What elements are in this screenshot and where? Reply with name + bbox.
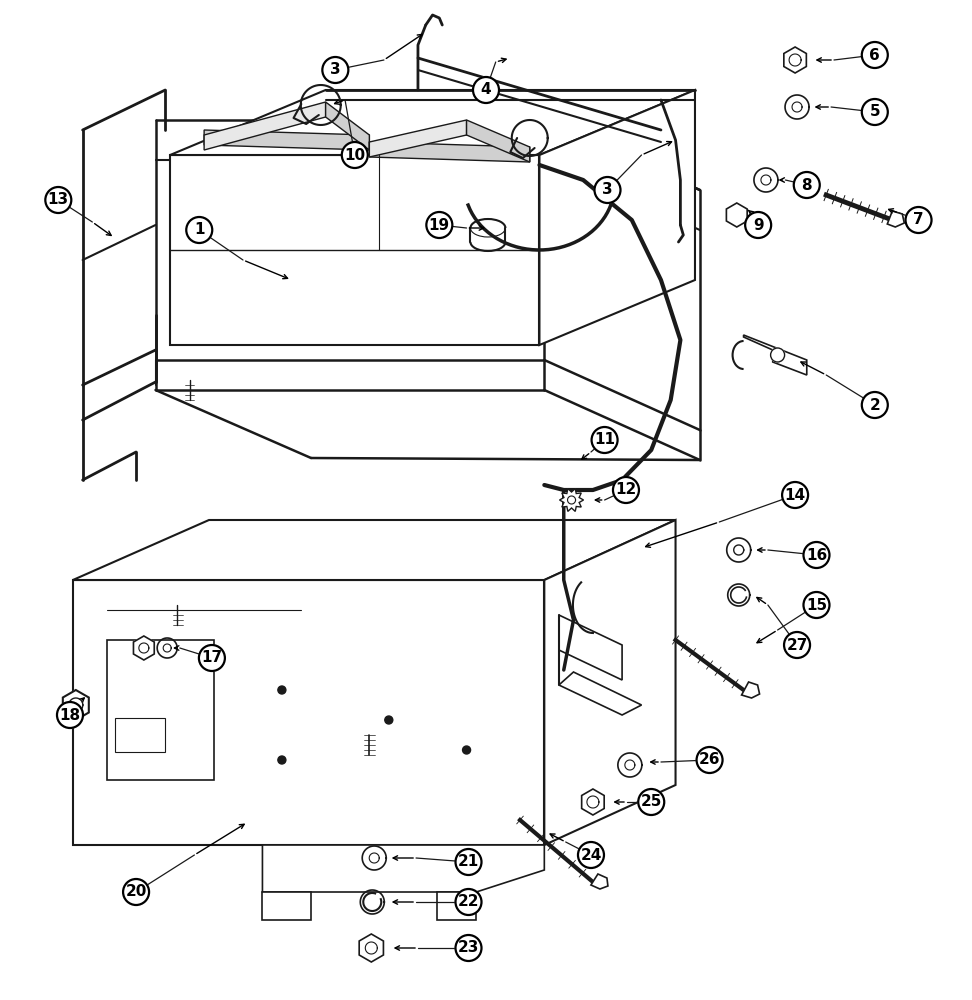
Circle shape: [804, 542, 829, 568]
Text: 1: 1: [194, 223, 204, 237]
Polygon shape: [559, 672, 642, 715]
Polygon shape: [107, 640, 214, 780]
Circle shape: [906, 207, 931, 233]
Circle shape: [323, 57, 348, 83]
Polygon shape: [73, 520, 676, 580]
Circle shape: [187, 217, 212, 243]
Polygon shape: [204, 130, 369, 150]
Text: 17: 17: [201, 650, 223, 666]
Circle shape: [123, 879, 149, 905]
Polygon shape: [369, 142, 530, 162]
Polygon shape: [559, 615, 622, 680]
Text: 19: 19: [429, 218, 450, 232]
Circle shape: [278, 686, 286, 694]
Polygon shape: [115, 718, 165, 752]
Text: 5: 5: [870, 104, 880, 119]
Text: 24: 24: [580, 848, 602, 862]
Text: 9: 9: [753, 218, 763, 232]
Polygon shape: [73, 580, 544, 845]
Text: 11: 11: [594, 432, 615, 448]
Text: 27: 27: [786, 638, 808, 652]
Polygon shape: [744, 335, 807, 375]
Text: 26: 26: [699, 752, 720, 768]
Circle shape: [456, 935, 481, 961]
Polygon shape: [560, 489, 583, 511]
Circle shape: [592, 427, 617, 453]
Text: 25: 25: [641, 794, 662, 810]
Circle shape: [862, 42, 887, 68]
Circle shape: [427, 212, 452, 238]
Circle shape: [57, 702, 83, 728]
Polygon shape: [170, 155, 539, 345]
Text: 4: 4: [481, 83, 491, 98]
Circle shape: [463, 746, 470, 754]
Circle shape: [46, 187, 71, 213]
Circle shape: [385, 716, 393, 724]
Circle shape: [794, 172, 819, 198]
Circle shape: [746, 212, 771, 238]
Text: 8: 8: [802, 178, 812, 192]
Circle shape: [613, 477, 639, 503]
Text: 23: 23: [458, 940, 479, 956]
Circle shape: [784, 632, 810, 658]
Circle shape: [862, 392, 887, 418]
Polygon shape: [369, 120, 467, 157]
Circle shape: [578, 842, 604, 868]
Text: 2: 2: [869, 397, 881, 412]
Text: 18: 18: [59, 708, 81, 722]
Circle shape: [456, 889, 481, 915]
Circle shape: [639, 789, 664, 815]
Text: 3: 3: [330, 62, 340, 78]
Text: 10: 10: [344, 147, 365, 162]
Circle shape: [862, 99, 887, 125]
Polygon shape: [591, 874, 608, 889]
Text: 20: 20: [125, 884, 147, 900]
Text: 21: 21: [458, 854, 479, 869]
Circle shape: [473, 77, 499, 103]
Circle shape: [342, 142, 367, 168]
Text: 16: 16: [806, 548, 827, 562]
Polygon shape: [326, 102, 369, 150]
Text: 12: 12: [615, 483, 637, 497]
Text: 13: 13: [48, 192, 69, 208]
Circle shape: [595, 177, 620, 203]
Circle shape: [771, 348, 784, 362]
Text: 22: 22: [458, 894, 479, 910]
Circle shape: [804, 592, 829, 618]
Polygon shape: [539, 90, 695, 345]
Text: 6: 6: [869, 47, 881, 62]
Circle shape: [456, 849, 481, 875]
Polygon shape: [437, 892, 476, 920]
Circle shape: [278, 756, 286, 764]
Polygon shape: [262, 845, 544, 892]
Polygon shape: [467, 120, 530, 162]
Polygon shape: [204, 102, 326, 150]
Circle shape: [782, 482, 808, 508]
Text: 14: 14: [784, 488, 806, 502]
Circle shape: [199, 645, 225, 671]
Text: 3: 3: [603, 182, 612, 198]
Polygon shape: [742, 682, 759, 698]
Polygon shape: [544, 520, 676, 845]
Polygon shape: [262, 892, 311, 920]
Polygon shape: [887, 211, 904, 227]
Circle shape: [697, 747, 722, 773]
Text: 15: 15: [806, 597, 827, 612]
Text: 7: 7: [914, 213, 923, 228]
Polygon shape: [170, 90, 695, 155]
